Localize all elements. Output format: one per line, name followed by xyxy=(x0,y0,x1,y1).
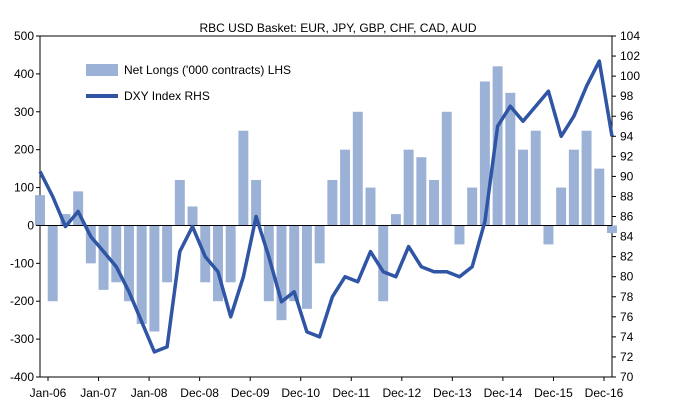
bar xyxy=(35,195,45,226)
bar xyxy=(124,225,134,302)
right-tick-label: 92 xyxy=(620,149,634,163)
bar xyxy=(149,225,160,332)
bar xyxy=(289,225,300,302)
bar xyxy=(390,214,401,226)
bar xyxy=(429,179,440,226)
right-tick-label: 104 xyxy=(620,29,640,43)
bar xyxy=(352,111,363,226)
bar xyxy=(594,168,605,226)
left-tick-label: 500 xyxy=(14,29,34,43)
x-tick-label: Dec-08 xyxy=(180,386,219,400)
left-tick-label: 200 xyxy=(14,143,34,157)
bar xyxy=(47,225,58,302)
bar xyxy=(85,225,96,264)
chart-title: RBC USD Basket: EUR, JPY, GBP, CHF, CAD,… xyxy=(200,21,477,35)
bar xyxy=(238,130,249,226)
bar xyxy=(301,225,312,309)
left-tick-label: -200 xyxy=(10,294,34,308)
bar xyxy=(505,92,516,226)
bar xyxy=(518,149,528,226)
left-tick-label: 100 xyxy=(14,181,34,195)
left-tick-label: 300 xyxy=(14,105,34,119)
bar xyxy=(568,149,579,226)
x-tick-label: Dec-10 xyxy=(281,386,320,400)
left-tick-label: -300 xyxy=(10,332,34,346)
right-tick-label: 94 xyxy=(620,129,634,143)
x-tick-label: Dec-13 xyxy=(433,386,472,400)
bar xyxy=(60,214,71,226)
x-tick-label: Dec-12 xyxy=(382,386,421,400)
x-tick-label: Dec-15 xyxy=(534,386,573,400)
bar xyxy=(441,111,452,226)
bar xyxy=(467,187,478,226)
bar xyxy=(212,225,223,302)
legend-label-bars: Net Longs ('000 contracts) LHS xyxy=(124,63,291,77)
bar xyxy=(340,149,351,226)
x-tick-label: Dec-11 xyxy=(332,386,370,400)
right-tick-label: 100 xyxy=(620,69,640,83)
bar xyxy=(403,149,414,226)
right-tick-label: 80 xyxy=(620,270,634,284)
bar xyxy=(174,179,185,226)
right-tick-label: 102 xyxy=(620,49,640,63)
bar xyxy=(136,225,147,324)
bar xyxy=(327,179,338,226)
x-tick-label: Dec-09 xyxy=(231,386,270,400)
right-tick-label: 96 xyxy=(620,109,634,123)
right-tick-label: 70 xyxy=(620,370,634,384)
left-tick-label: -100 xyxy=(10,256,34,270)
bar xyxy=(543,225,554,245)
bar xyxy=(416,157,427,226)
bar xyxy=(263,225,274,302)
right-tick-label: 76 xyxy=(620,310,634,324)
right-tick-label: 86 xyxy=(620,210,634,224)
bar xyxy=(530,130,541,226)
right-tick-label: 82 xyxy=(620,250,634,264)
bar xyxy=(251,179,262,226)
bar xyxy=(378,225,389,302)
bar xyxy=(454,225,465,245)
x-tick-label: Dec-16 xyxy=(585,386,624,400)
legend-swatch-bars xyxy=(86,64,118,76)
bar xyxy=(73,191,84,226)
right-tick-label: 72 xyxy=(620,350,634,364)
bar xyxy=(492,66,503,226)
plot-area xyxy=(35,35,617,378)
right-tick-label: 88 xyxy=(620,189,634,203)
right-tick-label: 90 xyxy=(620,169,634,183)
bar xyxy=(162,225,173,283)
bar xyxy=(276,225,287,321)
x-tick-label: Dec-14 xyxy=(484,386,523,400)
right-tick-label: 74 xyxy=(620,330,634,344)
bar xyxy=(365,187,376,226)
axis-ticks: 500 400 300 200 100 0 -100 -200 -300 -400 104 102 10… xyxy=(10,29,640,400)
left-tick-label: 400 xyxy=(14,67,34,81)
bar xyxy=(225,225,236,283)
bar xyxy=(314,225,325,264)
bar xyxy=(556,187,567,226)
bar xyxy=(98,225,109,290)
bar xyxy=(607,225,617,234)
x-tick-label: Jan-07 xyxy=(80,386,117,400)
dxy-line xyxy=(38,59,614,354)
bar xyxy=(111,225,122,283)
legend: Net Longs ('000 contracts) LHS DXY Index… xyxy=(86,63,291,103)
bar xyxy=(187,206,198,226)
legend-label-line: DXY Index RHS xyxy=(124,89,210,103)
right-tick-label: 78 xyxy=(620,290,634,304)
bar xyxy=(581,130,592,226)
x-tick-label: Jan-06 xyxy=(30,386,67,400)
bar xyxy=(479,81,490,226)
right-tick-label: 98 xyxy=(620,89,634,103)
left-tick-label: -400 xyxy=(10,370,34,384)
right-tick-label: 84 xyxy=(620,230,634,244)
left-tick-label: 0 xyxy=(27,218,34,232)
x-tick-label: Jan-08 xyxy=(131,386,168,400)
